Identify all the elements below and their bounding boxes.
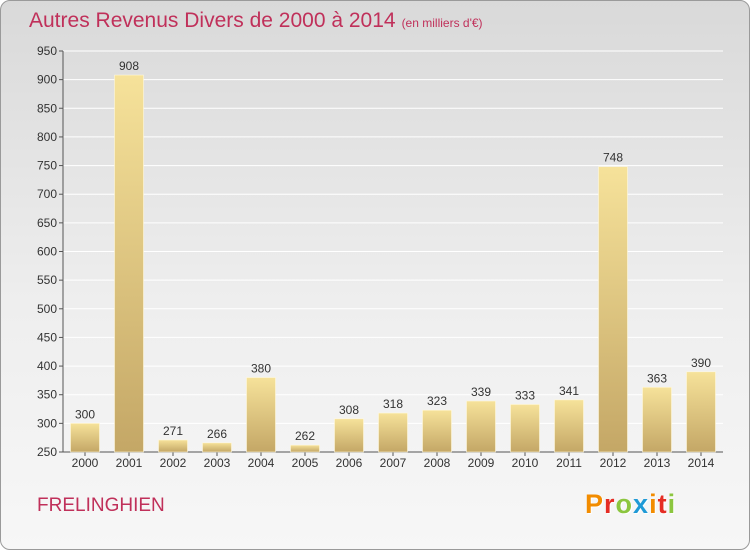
bar-value-label: 339	[471, 385, 491, 399]
y-tick-label: 250	[37, 445, 57, 459]
bar-value-label: 333	[515, 388, 535, 402]
x-tick-label: 2001	[116, 456, 143, 470]
bar-2014	[686, 371, 716, 453]
bar-value-label: 266	[207, 427, 227, 441]
y-tick-label: 800	[37, 130, 57, 144]
y-tick-label: 500	[37, 302, 57, 316]
bar-2007	[378, 412, 408, 453]
bar-value-label: 262	[295, 429, 315, 443]
y-tick-label: 300	[37, 416, 57, 430]
bar-value-label: 300	[75, 407, 95, 421]
x-tick-label: 2013	[644, 456, 671, 470]
x-tick-label: 2010	[512, 456, 539, 470]
logo-letter: x	[633, 489, 650, 519]
y-tick-label: 900	[37, 73, 57, 87]
bar-value-label: 908	[119, 59, 139, 73]
bar-value-label: 748	[603, 151, 623, 165]
x-tick-label: 2009	[468, 456, 495, 470]
y-tick-label: 600	[37, 245, 57, 259]
x-tick-label: 2005	[292, 456, 319, 470]
bar-2010	[510, 404, 540, 453]
bar-value-label: 363	[647, 371, 667, 385]
chart-title: Autres Revenus Divers de 2000 à 2014 (en …	[29, 9, 483, 33]
bar-2004	[246, 377, 276, 453]
y-tick-label: 650	[37, 216, 57, 230]
bar-2006	[334, 418, 364, 453]
chart-title-main: Autres Revenus Divers de 2000 à 2014	[29, 9, 396, 32]
x-tick-label: 2014	[688, 456, 715, 470]
y-tick-label: 400	[37, 359, 57, 373]
bar-value-label: 318	[383, 397, 403, 411]
bar-2001	[114, 74, 144, 453]
x-tick-label: 2004	[248, 456, 275, 470]
x-tick-label: 2011	[556, 456, 582, 470]
y-tick-label: 750	[37, 159, 57, 173]
logo-letter: P	[585, 489, 605, 519]
bar-value-label: 390	[691, 356, 711, 370]
x-tick-label: 2002	[160, 456, 187, 470]
logo-letter: r	[604, 489, 616, 519]
chart-title-unit: (en milliers d'€)	[401, 16, 483, 30]
logo-letter: i	[649, 489, 658, 519]
bar-2000	[70, 423, 100, 453]
logo-letter: t	[657, 489, 668, 519]
bar-2009	[466, 400, 496, 453]
bar-2011	[554, 399, 584, 453]
x-tick-label: 2007	[380, 456, 407, 470]
y-tick-label: 950	[37, 44, 57, 58]
bar-2005	[290, 444, 320, 453]
bar-value-label: 323	[427, 394, 447, 408]
x-tick-label: 2008	[424, 456, 451, 470]
bar-2003	[202, 442, 232, 453]
bar-2013	[642, 386, 672, 453]
bar-value-label: 271	[163, 424, 183, 438]
bar-value-label: 308	[339, 403, 359, 417]
y-tick-label: 850	[37, 101, 57, 115]
x-tick-label: 2006	[336, 456, 363, 470]
y-tick-label: 450	[37, 330, 57, 344]
bar-2002	[158, 439, 188, 453]
y-tick-label: 700	[37, 187, 57, 201]
logo-letter: o	[615, 489, 634, 519]
x-tick-label: 2003	[204, 456, 231, 470]
y-tick-label: 350	[37, 388, 57, 402]
proxiti-logo[interactable]: Proxiti	[585, 489, 676, 520]
x-tick-label: 2000	[72, 456, 99, 470]
y-tick-label: 550	[37, 273, 57, 287]
bar-value-label: 380	[251, 362, 271, 376]
logo-letter: i	[667, 489, 677, 519]
bars	[70, 74, 716, 453]
x-tick-label: 2012	[600, 456, 627, 470]
data-labels: 300 908 271 266 380 262 308 318 323 339 333 341 748 3…	[75, 59, 711, 443]
commune-name: FRELINGHIEN	[37, 495, 165, 516]
bar-value-label: 341	[559, 384, 579, 398]
bar-2008	[422, 409, 452, 453]
bar-2012	[598, 166, 628, 453]
